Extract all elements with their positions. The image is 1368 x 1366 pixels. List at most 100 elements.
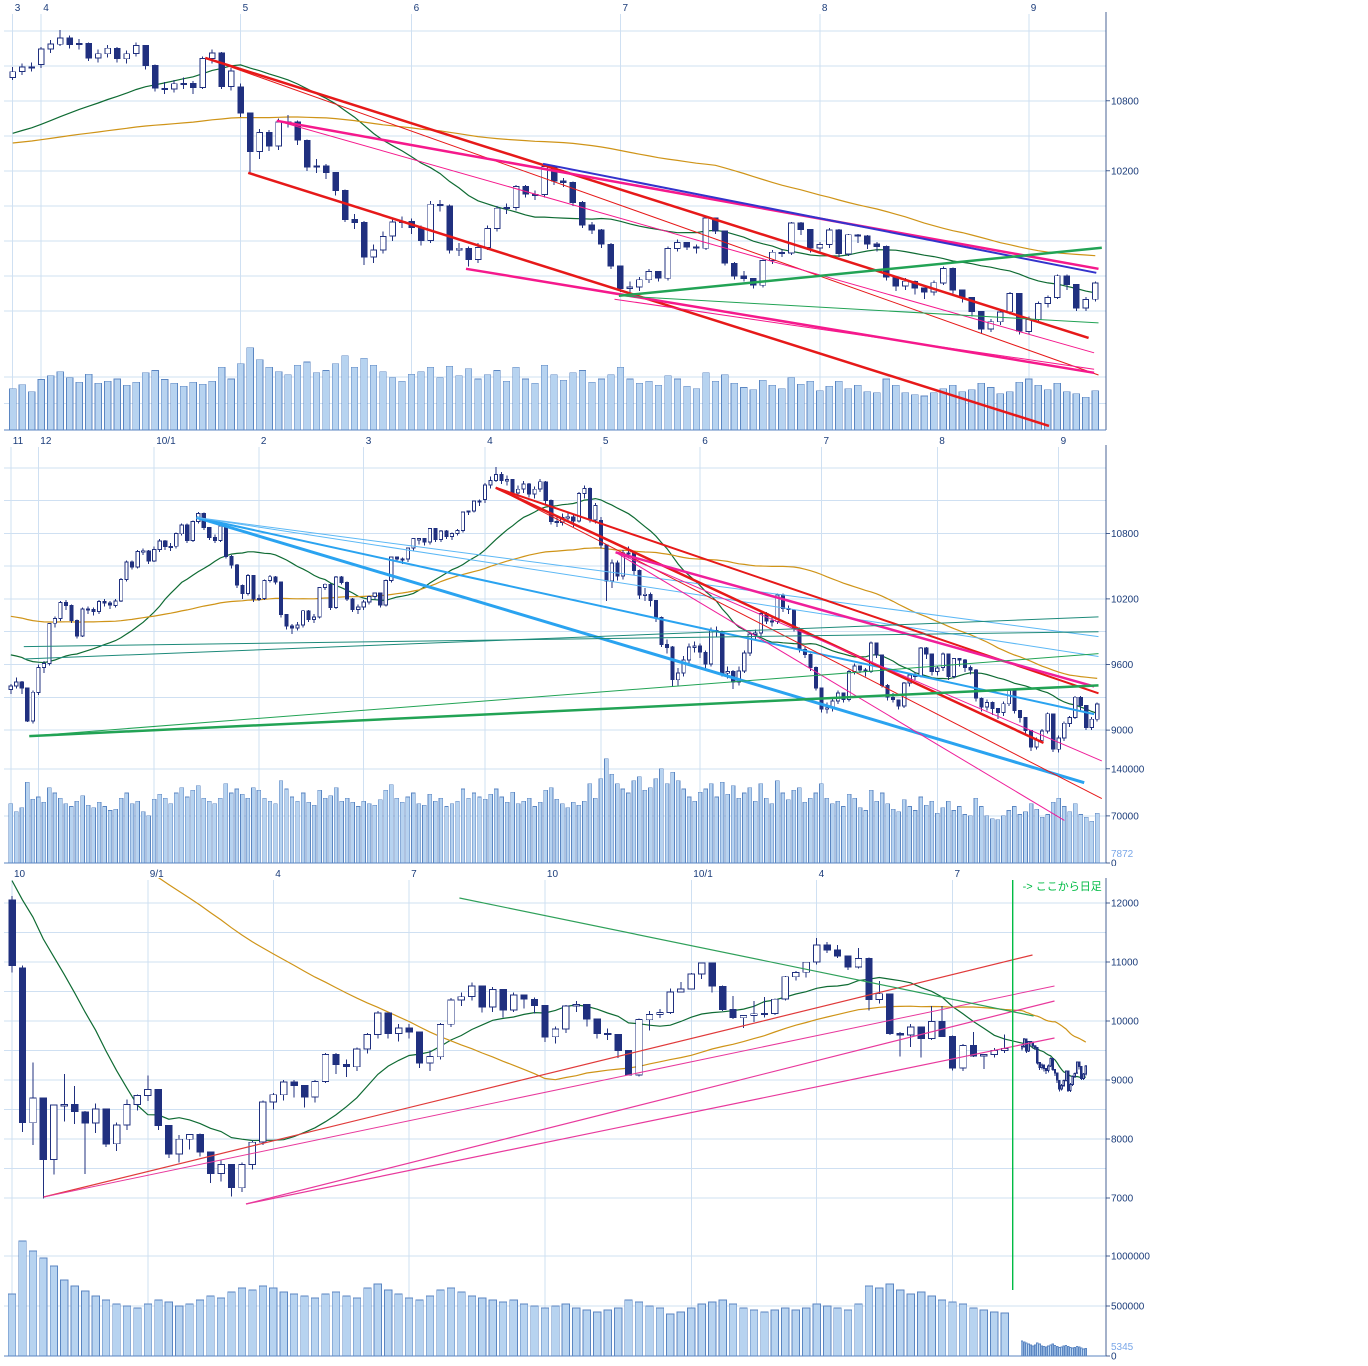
price-axis-label: 12000 (1111, 899, 1139, 910)
moving-averages (11, 878, 1087, 1142)
time-axis-label: 4 (487, 436, 493, 447)
moving-averages (12, 64, 1096, 294)
chart-panel-middle-daily-11month[interactable]: 7872 11 12 10/1 2 3 4 5 6 7 8 9 10800 10200 9600 9000 14… (0, 433, 1368, 866)
trendline[interactable] (495, 487, 1103, 800)
trendline[interactable] (542, 162, 1097, 274)
trendline[interactable] (205, 57, 1099, 376)
time-axis-label: 7 (623, 3, 629, 14)
time-axis-label: 10 (14, 869, 26, 880)
trendline[interactable] (204, 56, 1089, 340)
trendline[interactable] (615, 551, 1095, 688)
volume-axis-label: 70000 (1111, 811, 1139, 822)
timeframe-note-label: -> ここから日足 (1023, 880, 1102, 893)
time-axis-label: 7 (955, 869, 961, 880)
time-axis-labels: 3 4 5 6 7 8 9 (15, 3, 1037, 14)
trendline[interactable] (43, 954, 1033, 1198)
time-axis-label: 5 (243, 3, 249, 14)
time-axis-label: 7 (824, 436, 830, 447)
ma-short-line (11, 880, 1087, 1142)
trendline[interactable] (196, 516, 1095, 716)
time-axis-label: 11 (13, 436, 24, 447)
time-axis-label: 4 (275, 869, 281, 880)
moving-averages (10, 497, 1098, 714)
grid (4, 880, 1106, 1356)
trendline[interactable] (618, 246, 1102, 298)
trendline[interactable] (615, 551, 1065, 821)
chart-panel-top-daily-6month[interactable]: 3 4 5 6 7 8 9 10800 10200 (0, 0, 1368, 433)
ma-long-line (10, 547, 1098, 679)
time-axis-label: 12 (40, 436, 52, 447)
time-axis-label: 3 (15, 3, 21, 14)
time-axis-label: 9 (1061, 436, 1067, 447)
volume-axis-label: 500000 (1111, 1302, 1145, 1313)
time-axis-label: 3 (366, 436, 372, 447)
trendline[interactable] (615, 551, 1102, 762)
time-axis-label: 9/1 (150, 869, 164, 880)
chart-panel-bottom-weekly-2year[interactable]: -> ここから日足 5345 10 9/1 4 7 10 10/1 4 7 12000 11000 10… (0, 866, 1368, 1366)
trendline[interactable] (196, 517, 1099, 638)
time-axis-label: 9 (1031, 3, 1037, 14)
price-axis-label: 10800 (1111, 529, 1139, 540)
trendline[interactable] (495, 486, 1045, 745)
volume-axis-label: 1000000 (1111, 1252, 1150, 1263)
volume-axis-label: 0 (1111, 1352, 1117, 1363)
trendline[interactable] (465, 267, 1095, 375)
grid (4, 14, 1106, 430)
trendline[interactable] (276, 120, 1095, 354)
price-axis-label: 9000 (1111, 726, 1134, 737)
trendline[interactable] (276, 119, 1099, 271)
time-axis-label: 6 (414, 3, 420, 14)
time-axis-label: 2 (261, 436, 267, 447)
trendlines[interactable] (43, 897, 1055, 1205)
time-axis-label: 10/1 (156, 436, 176, 447)
volume-bars (7, 1240, 1087, 1357)
trendline[interactable] (614, 298, 1095, 370)
time-axis-label: 8 (822, 3, 828, 14)
time-axis-label: 4 (43, 3, 49, 14)
annotations: -> ここから日足 5345 (1012, 880, 1134, 1353)
ma-short-line (12, 64, 1096, 294)
time-axis-label: 8 (939, 436, 945, 447)
trendline[interactable] (459, 897, 1034, 1017)
price-axis-label: 8000 (1111, 1135, 1134, 1146)
time-axis-label: 5 (603, 436, 609, 447)
trendline[interactable] (43, 985, 1055, 1198)
candlesticks (9, 29, 1099, 335)
price-axis-label: 9000 (1111, 1076, 1134, 1087)
axis-latest-value-note: 7872 (1111, 849, 1134, 860)
ma-long-line (157, 878, 1087, 1081)
price-axis: 12000 11000 10000 9000 8000 7000 1000000 500000… (4, 878, 1150, 1363)
volume-axis-label: 140000 (1111, 764, 1145, 775)
time-axis-label: 4 (819, 869, 825, 880)
volume-axis-label: 0 (1111, 859, 1117, 867)
trendline[interactable] (618, 295, 1099, 324)
price-axis-label: 7000 (1111, 1194, 1134, 1205)
time-axis-label: 10 (547, 869, 559, 880)
price-axis: 10800 10200 (4, 12, 1139, 431)
time-axis-label: 7 (411, 869, 417, 880)
trendlines[interactable] (204, 56, 1102, 428)
trendline[interactable] (23, 616, 1099, 660)
ma-long-line (12, 116, 1096, 257)
trendline[interactable] (196, 516, 1085, 785)
price-axis-label: 10800 (1111, 96, 1139, 107)
ma-short-line (10, 497, 1098, 714)
time-axis-label: 10/1 (693, 869, 713, 880)
trendline[interactable] (23, 631, 1099, 648)
price-axis-label: 10200 (1111, 594, 1139, 605)
candlesticks (8, 467, 1100, 753)
price-axis-label: 11000 (1111, 958, 1139, 969)
price-axis-label: 9600 (1111, 660, 1134, 671)
time-axis-labels: 10 9/1 4 7 10 10/1 4 7 (14, 869, 961, 880)
trendlines[interactable] (23, 486, 1103, 821)
trendline[interactable] (245, 1000, 1055, 1205)
price-axis-label: 10200 (1111, 166, 1139, 177)
volume-bars (8, 758, 1100, 864)
axis-latest-value-note: 5345 (1111, 1342, 1134, 1353)
time-axis-label: 6 (702, 436, 708, 447)
trendline[interactable] (29, 653, 1099, 737)
trendline[interactable] (245, 1037, 1055, 1205)
price-axis-label: 10000 (1111, 1017, 1139, 1028)
trendline[interactable] (29, 684, 1099, 738)
